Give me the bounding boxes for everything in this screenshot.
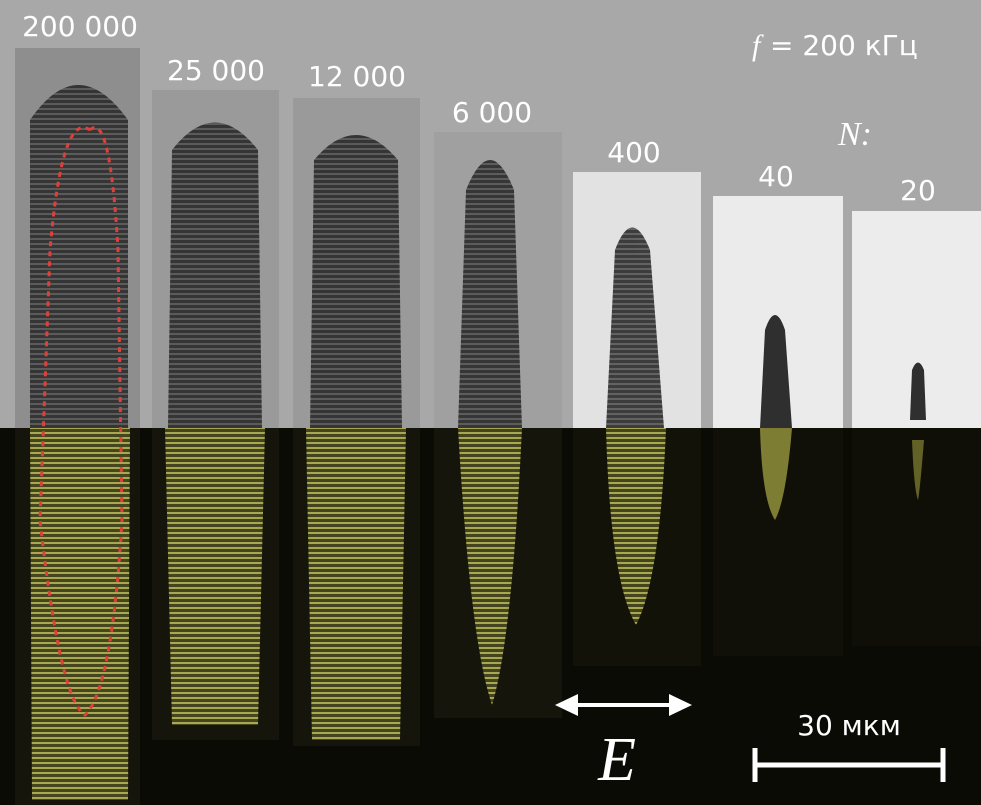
scale-bar-label: 30 мкм bbox=[797, 709, 901, 742]
panel-label: 6 000 bbox=[452, 96, 532, 129]
panel-label: 400 bbox=[607, 136, 660, 169]
field-symbol: E bbox=[597, 726, 636, 794]
panel-label: 40 bbox=[758, 160, 794, 193]
panel-label: 20 bbox=[900, 174, 936, 207]
count-symbol: N: bbox=[837, 116, 872, 153]
frequency-text: = 200 кГц bbox=[770, 29, 918, 62]
panel-label: 200 000 bbox=[22, 10, 138, 43]
panel-label: 25 000 bbox=[167, 54, 265, 87]
figure: 200 000 25 000 12 000 6 000 400 40 20 f … bbox=[0, 0, 981, 805]
panel-label: 12 000 bbox=[308, 60, 406, 93]
